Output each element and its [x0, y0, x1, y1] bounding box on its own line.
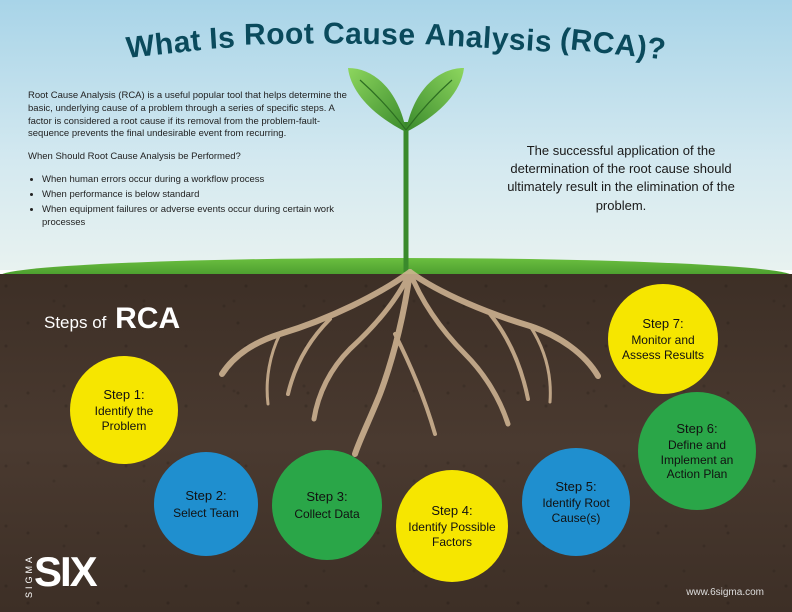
- logo-sigma-text: SIGMA: [24, 554, 34, 598]
- step-label: Identify Possible Factors: [404, 520, 500, 549]
- step-label: Select Team: [173, 506, 239, 520]
- steps-heading-rca: RCA: [115, 302, 180, 335]
- page-title: What Is Root Cause Analysis (RCA)?: [0, 18, 792, 52]
- step-label: Monitor and Assess Results: [616, 333, 710, 362]
- step-label: Identify Root Cause(s): [530, 496, 622, 525]
- step-number: Step 4:: [431, 503, 472, 519]
- steps-heading: Steps of RCA: [44, 302, 180, 336]
- intro-when-heading: When Should Root Cause Analysis be Perfo…: [28, 151, 358, 164]
- intro-paragraph: Root Cause Analysis (RCA) is a useful po…: [28, 90, 358, 141]
- step-circle-3: Step 3: Collect Data: [272, 450, 382, 560]
- intro-bullet-list: When human errors occur during a workflo…: [42, 174, 358, 229]
- website-url: www.6sigma.com: [686, 587, 764, 598]
- intro-bullet: When equipment failures or adverse event…: [42, 204, 358, 230]
- step-label: Define and Implement an Action Plan: [646, 438, 748, 481]
- step-circle-7: Step 7:Monitor and Assess Results: [608, 284, 718, 394]
- step-circle-6: Step 6:Define and Implement an Action Pl…: [638, 392, 756, 510]
- step-circle-1: Step 1:Identify the Problem: [70, 356, 178, 464]
- step-number: Step 2:: [185, 488, 226, 504]
- step-number: Step 5:: [555, 479, 596, 495]
- intro-text-block: Root Cause Analysis (RCA) is a useful po…: [28, 90, 358, 231]
- steps-heading-prefix: Steps of: [44, 313, 106, 332]
- six-sigma-logo: SIGMASIX: [24, 548, 96, 598]
- step-circle-2: Step 2: Select Team: [154, 452, 258, 556]
- step-circle-5: Step 5:Identify Root Cause(s): [522, 448, 630, 556]
- sprout-icon: [346, 62, 466, 272]
- intro-bullet: When performance is below standard: [42, 189, 358, 202]
- step-circle-4: Step 4:Identify Possible Factors: [396, 470, 508, 582]
- statement-text: The successful application of the determ…: [486, 142, 756, 215]
- step-number: Step 3:: [306, 489, 347, 505]
- step-label: Collect Data: [294, 507, 359, 521]
- intro-bullet: When human errors occur during a workflo…: [42, 174, 358, 187]
- roots-icon: [210, 264, 610, 464]
- step-number: Step 1:: [103, 387, 144, 403]
- logo-six-text: SIX: [34, 548, 96, 596]
- step-number: Step 7:: [642, 316, 683, 332]
- step-number: Step 6:: [676, 421, 717, 437]
- step-label: Identify the Problem: [78, 404, 170, 433]
